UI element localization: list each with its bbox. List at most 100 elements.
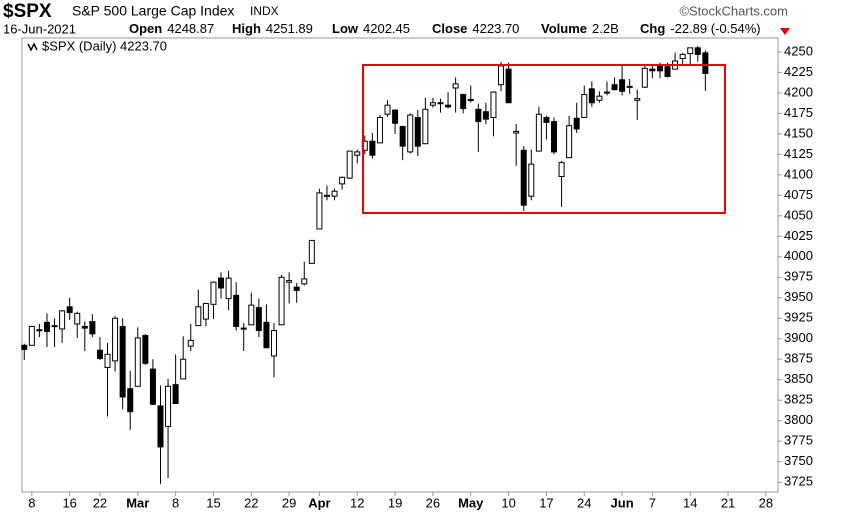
candle-body [354,151,361,156]
candle-body [74,312,81,325]
candle-body [96,349,103,359]
candle-body [323,194,330,197]
stat: Close 4223.70 [432,21,519,36]
stat-value: 4223.70 [472,21,519,36]
x-tick-label: 22 [93,495,107,510]
stat-value: 4251.89 [266,21,313,36]
candle-body [286,280,293,283]
y-tick-label: 4175 [784,105,813,120]
highlight-box [362,64,726,214]
candle-body [520,149,527,206]
y-tick-label: 3775 [784,433,813,448]
candle-body [581,94,588,118]
candle-body [641,67,648,88]
candle-body [43,321,50,332]
y-tick-label: 4000 [784,248,813,263]
plot: 3725 3750 3775 3800 3825 3850 3875 3900 3925 3950… [21,43,813,510]
candle-body [626,85,633,88]
candle-body [543,116,550,123]
candle-body [407,114,414,153]
y-tick-label: 4100 [784,166,813,181]
candle-body [172,384,179,404]
y-tick-label: 4200 [784,84,813,99]
candle-body [293,286,300,291]
y-tick-label: 3850 [784,371,813,386]
index-name: S&P 500 Large Cap Index [72,3,234,19]
candle-body [278,276,285,326]
candle-body [702,52,709,74]
y-tick-label: 4225 [784,64,813,79]
candle-body [596,95,603,101]
x-tick-label: 24 [577,495,591,510]
candle-body [656,65,663,72]
candle-body [195,306,202,327]
x-tick-label: Apr [308,495,330,510]
candle-body [346,150,353,179]
exchange: INDX [250,4,279,18]
candle-body [112,317,119,362]
candle-body [619,79,626,92]
candle-body [422,108,429,145]
candle-body [445,104,452,108]
x-tick-label: 7 [649,495,656,510]
stat-value: 4248.87 [167,21,214,36]
candle-body [180,358,187,380]
candle-body [399,126,406,147]
candle-body [149,368,156,405]
candle-body [460,94,467,109]
candle-body [104,353,111,368]
y-tick-label: 4050 [784,207,813,222]
candle-body [482,111,489,120]
symbol: $SPX [3,1,52,22]
candle-body [28,325,35,346]
stat-label: Volume [541,21,587,36]
y-tick-label: 3750 [784,453,813,468]
candle-body [611,84,618,91]
candle-body [535,113,542,152]
candle-body [649,68,656,72]
candle-body [263,321,270,349]
y-tick-label: 4250 [784,43,813,58]
candle-body [157,405,164,448]
x-tick-label: 10 [501,495,515,510]
y-tick-label: 4150 [784,125,813,140]
candle-body [603,91,610,94]
candle-body [210,281,217,305]
candle-body [687,47,694,55]
candle-body [248,304,255,326]
candle-body [81,325,88,329]
y-tick-label: 3975 [784,269,813,284]
stat-label: Low [332,21,359,36]
x-tick-label: Mar [126,495,149,510]
brand: ©StockCharts.com [679,3,788,18]
candle-body [490,91,497,118]
candle-body [475,108,482,123]
candle-body [225,277,232,300]
x-tick-label: 8 [172,495,179,510]
x-tick-label: May [458,495,484,510]
candle-body [376,116,383,144]
candle-body [51,325,58,328]
stat-label: High [232,21,261,36]
y-tick-label: 4075 [784,187,813,202]
stat-value: 4202.45 [363,21,410,36]
y-tick-label: 3875 [784,351,813,366]
stat-label: Open [129,21,162,36]
x-tick-label: 12 [350,495,364,510]
candle-body [414,116,421,147]
candle-body [664,66,671,78]
down-arrow [780,28,790,35]
candle-body [694,47,701,55]
candle-body [392,109,399,124]
candle-body [339,176,346,185]
candle-body [66,306,73,314]
candle-body [21,344,28,350]
candle-body [369,140,376,156]
candle-body [301,278,308,285]
x-tick-label: 14 [683,495,697,510]
y-tick-label: 3800 [784,412,813,427]
candle-body [634,98,641,101]
x-tick-label: 21 [721,495,735,510]
stats: Open 4248.87 High 4251.89 Low 4202.45 Close 422… [129,21,761,36]
x-tick-label: 8 [28,495,35,510]
